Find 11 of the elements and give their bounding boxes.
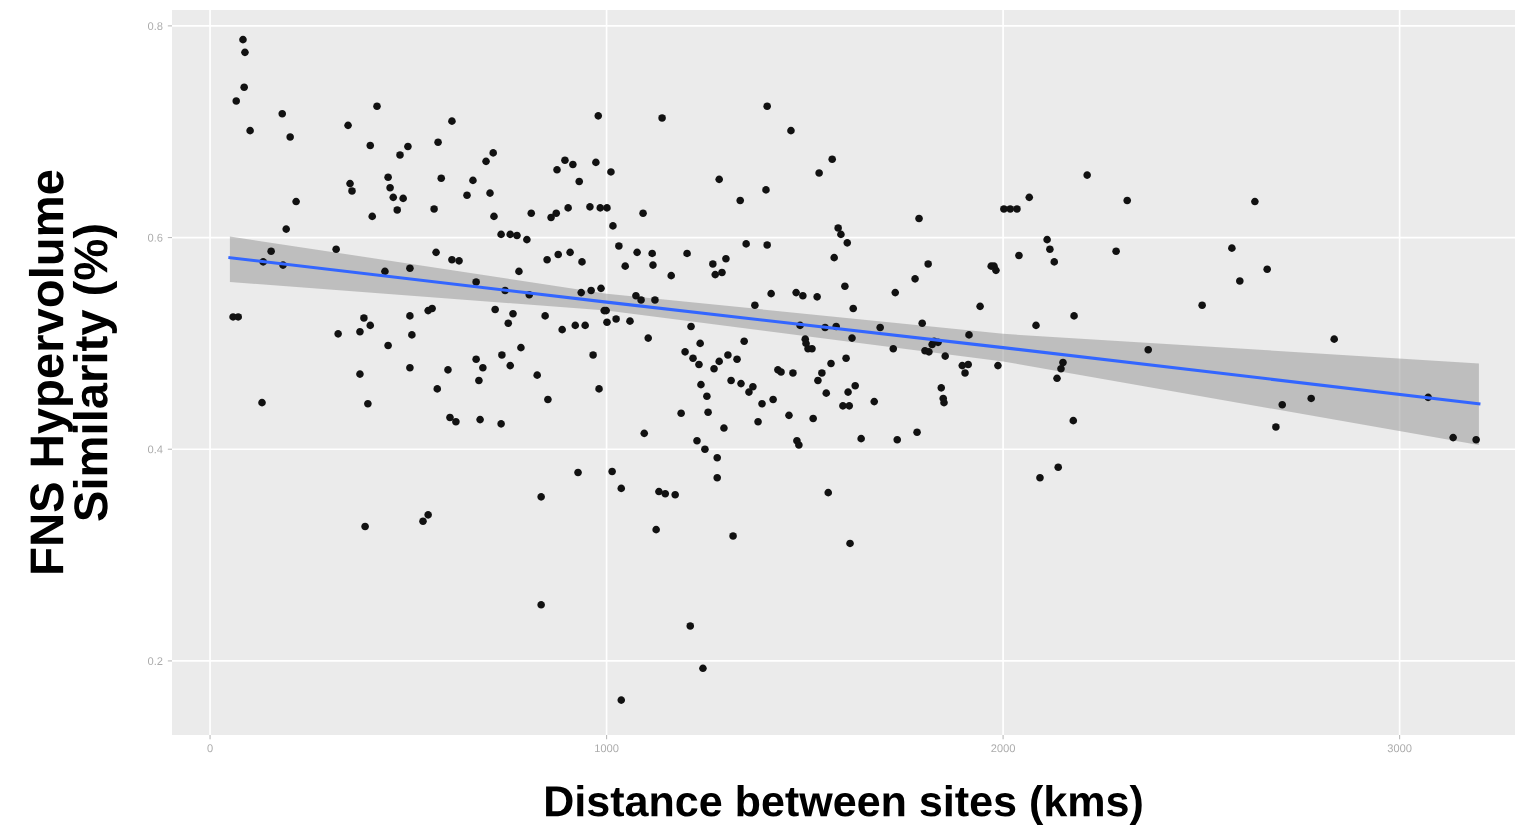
x-tick-label: 1000 [595, 744, 619, 753]
y-tick-label: 0.2 [147, 657, 163, 666]
x-axis-title: Distance between sites (kms) [546, 784, 1142, 826]
x-tick-label: 2000 [991, 744, 1016, 753]
x-tick-label: 0 [207, 744, 213, 753]
y-tick-label: 0.4 [147, 445, 163, 454]
y-tick-label: 0.8 [147, 22, 163, 31]
y-tick-label: 0.6 [147, 233, 163, 242]
x-tick-label: 3000 [1387, 744, 1412, 753]
line-series [228, 256, 1481, 406]
y-axis-title: FNS Hypervolume Similarity (%) [28, 170, 117, 573]
